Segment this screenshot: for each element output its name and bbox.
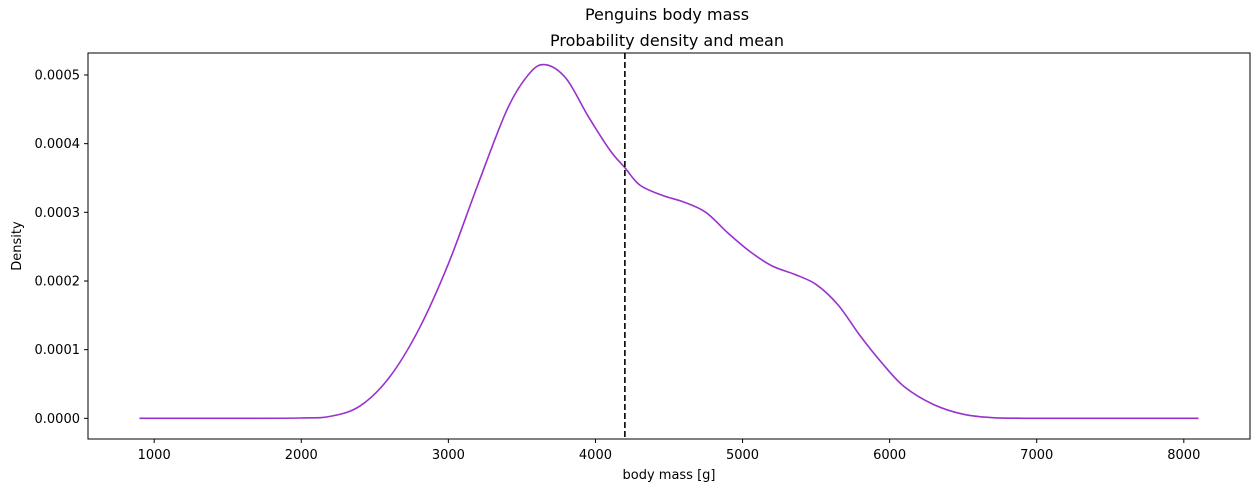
chart-subtitle: Probability density and mean — [550, 31, 784, 50]
y-axis-label: Density — [10, 221, 25, 271]
x-tick-label: 5000 — [726, 448, 759, 463]
plot-frame — [87, 52, 1251, 440]
x-tick-label: 7000 — [1020, 448, 1053, 463]
chart-title: Penguins body mass — [585, 5, 749, 24]
y-tick-label: 0.0003 — [35, 206, 81, 221]
x-tick-label: 4000 — [579, 448, 612, 463]
density-curve — [139, 63, 1199, 420]
y-tick-label: 0.0005 — [35, 68, 81, 83]
x-axis: 1000 2000 3000 4000 5000 6000 7000 8000 — [138, 439, 1200, 463]
x-tick-label: 3000 — [432, 448, 465, 463]
y-tick-label: 0.0001 — [35, 343, 81, 358]
x-tick-label: 6000 — [873, 448, 906, 463]
x-tick-label: 2000 — [285, 448, 318, 463]
plot-area — [139, 53, 1199, 439]
y-tick-label: 0.0002 — [35, 274, 81, 289]
x-tick-label: 8000 — [1167, 448, 1200, 463]
y-tick-label: 0.0000 — [35, 412, 81, 427]
x-tick-label: 1000 — [138, 448, 171, 463]
x-axis-label: body mass [g] — [623, 468, 716, 483]
y-axis: 0.0000 0.0001 0.0002 0.0003 0.0004 0.0005 — [35, 68, 88, 427]
y-tick-label: 0.0004 — [35, 137, 81, 152]
